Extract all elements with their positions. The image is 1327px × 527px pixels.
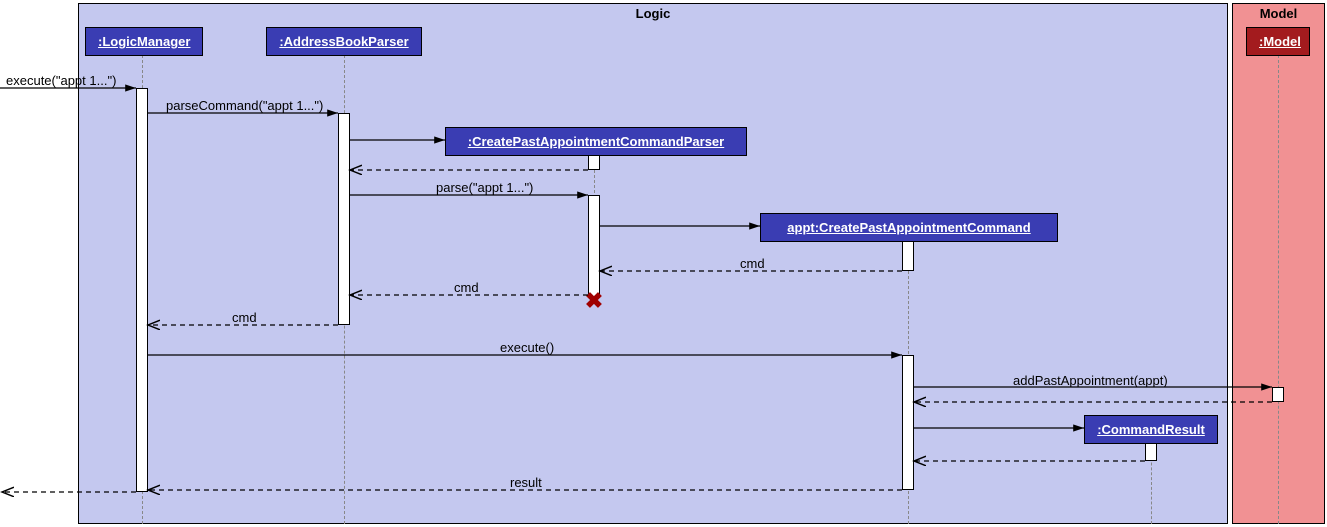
participant-logicmanager: :LogicManager <box>85 27 203 56</box>
msg-parsecommand: parseCommand("appt 1...") <box>166 98 323 113</box>
region-model-label: Model <box>1233 6 1324 21</box>
region-logic-label: Logic <box>79 6 1227 21</box>
activation-cpacp-1 <box>588 155 600 170</box>
activation-cmd-1 <box>902 241 914 271</box>
msg-cmd-2: cmd <box>454 280 479 295</box>
msg-cmd-3: cmd <box>232 310 257 325</box>
participant-cr: :CommandResult <box>1084 415 1218 444</box>
participant-cmd: appt:CreatePastAppointmentCommand <box>760 213 1058 242</box>
msg-result: result <box>510 475 542 490</box>
participant-model: :Model <box>1246 27 1310 56</box>
activation-parser <box>338 113 350 325</box>
region-logic: Logic <box>78 3 1228 524</box>
activation-cr <box>1145 443 1157 461</box>
msg-execute: execute() <box>500 340 554 355</box>
participant-cpacp: :CreatePastAppointmentCommandParser <box>445 127 747 156</box>
activation-model <box>1272 387 1284 402</box>
msg-addpast: addPastAppointment(appt) <box>1013 373 1168 388</box>
activation-logicmanager <box>136 88 148 492</box>
destroy-icon: ✖ <box>585 288 603 314</box>
participant-parser: :AddressBookParser <box>266 27 422 56</box>
msg-execute-in: execute("appt 1...") <box>6 73 116 88</box>
lifeline-model <box>1278 55 1279 524</box>
msg-cmd-1: cmd <box>740 256 765 271</box>
msg-parse: parse("appt 1...") <box>436 180 533 195</box>
activation-cpacp-2 <box>588 195 600 298</box>
activation-cmd-2 <box>902 355 914 490</box>
